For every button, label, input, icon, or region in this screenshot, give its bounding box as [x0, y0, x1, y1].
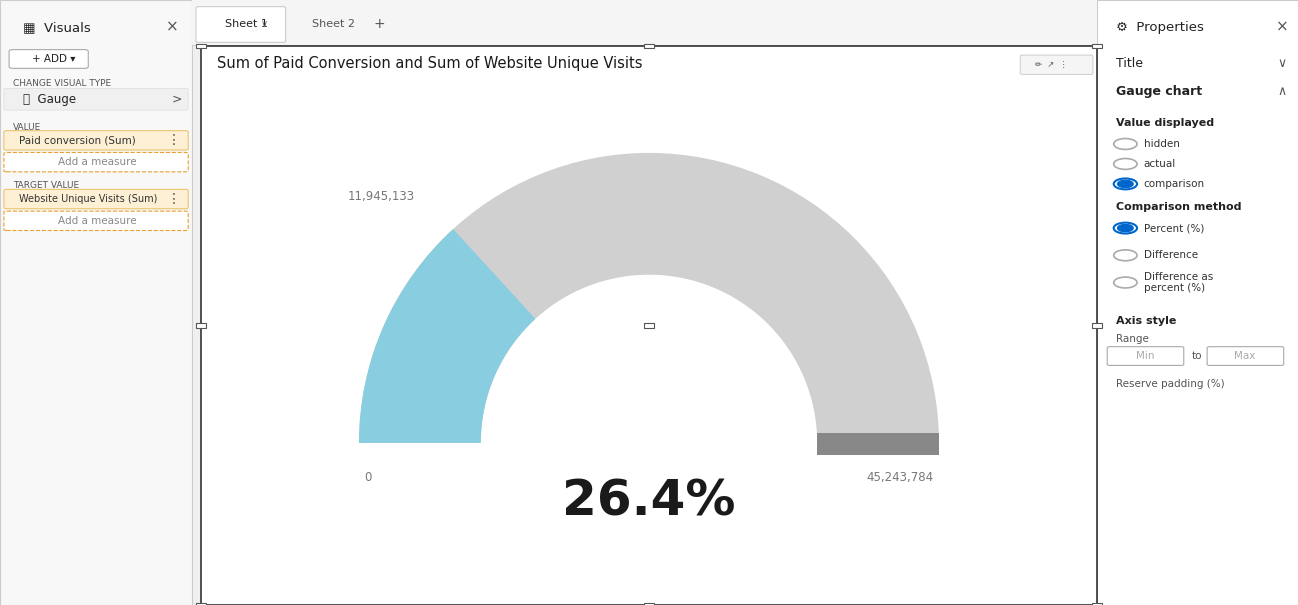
- Text: ▦  Visuals: ▦ Visuals: [23, 21, 91, 34]
- Text: Add a measure: Add a measure: [58, 216, 136, 226]
- Text: Min: Min: [1136, 352, 1154, 361]
- Bar: [196, 603, 206, 605]
- Text: 45,243,784: 45,243,784: [867, 471, 935, 484]
- Text: to: to: [1192, 352, 1202, 361]
- Text: Sheet 2: Sheet 2: [312, 19, 354, 29]
- Bar: [1092, 44, 1102, 48]
- Bar: [644, 44, 654, 48]
- Text: ∨: ∨: [261, 19, 267, 29]
- Text: Max: Max: [1234, 352, 1255, 361]
- Text: CHANGE VISUAL TYPE: CHANGE VISUAL TYPE: [13, 79, 112, 88]
- Text: ∨: ∨: [1277, 57, 1288, 70]
- Text: actual: actual: [1144, 159, 1176, 169]
- Text: 26.4%: 26.4%: [562, 478, 736, 526]
- FancyBboxPatch shape: [4, 131, 188, 150]
- Bar: [196, 323, 206, 328]
- Text: ✏  ↗  ⋮: ✏ ↗ ⋮: [1035, 60, 1067, 69]
- Bar: [1092, 323, 1102, 328]
- Bar: [644, 323, 654, 328]
- Text: VALUE: VALUE: [13, 123, 42, 131]
- Text: Gauge chart: Gauge chart: [1116, 85, 1202, 99]
- FancyBboxPatch shape: [1020, 55, 1093, 74]
- Text: Difference: Difference: [1144, 250, 1198, 260]
- Text: Title: Title: [1116, 57, 1144, 70]
- Text: Difference as
percent (%): Difference as percent (%): [1144, 272, 1212, 293]
- Text: ⚙  Properties: ⚙ Properties: [1116, 21, 1205, 34]
- Bar: [818, 433, 938, 455]
- FancyBboxPatch shape: [4, 211, 188, 231]
- FancyBboxPatch shape: [1207, 347, 1284, 365]
- Text: Reserve padding (%): Reserve padding (%): [1116, 379, 1225, 388]
- FancyBboxPatch shape: [1107, 347, 1184, 365]
- Text: + ADD ▾: + ADD ▾: [32, 54, 77, 64]
- FancyBboxPatch shape: [196, 7, 286, 42]
- Bar: [192, 0, 1097, 45]
- Text: 🌈  Gauge: 🌈 Gauge: [23, 93, 77, 106]
- Text: Add a measure: Add a measure: [58, 157, 136, 167]
- Bar: [1097, 0, 1298, 605]
- Circle shape: [1118, 180, 1133, 188]
- Text: 11,945,133: 11,945,133: [348, 190, 414, 203]
- Text: hidden: hidden: [1144, 139, 1180, 149]
- Bar: [201, 46, 1097, 605]
- Text: ∧: ∧: [1277, 85, 1288, 99]
- Bar: [644, 603, 654, 605]
- Text: ⋮: ⋮: [167, 133, 180, 148]
- Bar: [196, 44, 206, 48]
- Text: 0: 0: [363, 471, 371, 484]
- Text: Sum of Paid Conversion and Sum of Website Unique Visits: Sum of Paid Conversion and Sum of Websit…: [217, 56, 643, 71]
- Text: >: >: [171, 93, 182, 106]
- Text: Value displayed: Value displayed: [1116, 118, 1215, 128]
- Text: TARGET VALUE: TARGET VALUE: [13, 182, 79, 190]
- Text: Percent (%): Percent (%): [1144, 223, 1205, 233]
- Text: Paid conversion (Sum): Paid conversion (Sum): [19, 136, 136, 145]
- FancyBboxPatch shape: [9, 50, 88, 68]
- FancyBboxPatch shape: [4, 152, 188, 172]
- Bar: [1092, 603, 1102, 605]
- Text: Website Unique Visits (Sum): Website Unique Visits (Sum): [19, 194, 158, 204]
- FancyBboxPatch shape: [4, 88, 188, 110]
- Text: ⋮: ⋮: [167, 192, 180, 206]
- Bar: [0, 0, 192, 605]
- Wedge shape: [360, 153, 938, 443]
- Text: ×: ×: [166, 20, 179, 34]
- Text: Range: Range: [1116, 334, 1149, 344]
- Circle shape: [1118, 224, 1133, 232]
- Text: Comparison method: Comparison method: [1116, 202, 1242, 212]
- Text: +: +: [374, 17, 386, 31]
- Text: ×: ×: [1276, 20, 1289, 34]
- Text: Sheet 1: Sheet 1: [225, 19, 267, 29]
- Bar: [192, 45, 1097, 46]
- Wedge shape: [360, 229, 535, 443]
- Text: comparison: comparison: [1144, 179, 1205, 189]
- Text: Axis style: Axis style: [1116, 316, 1177, 325]
- FancyBboxPatch shape: [4, 189, 188, 209]
